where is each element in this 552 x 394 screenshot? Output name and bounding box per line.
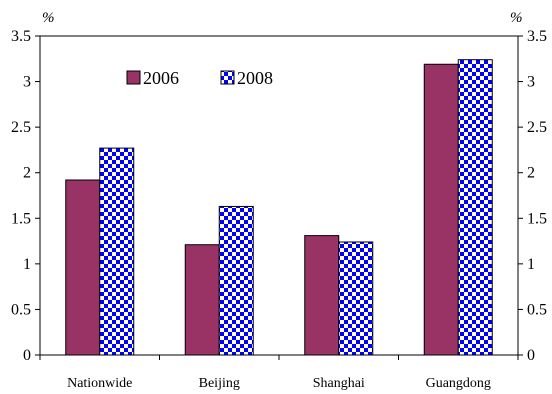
x-category-label: Beijing	[199, 376, 240, 391]
bar-2008-guangdong	[457, 59, 493, 356]
y-tick-label-right: 2.5	[527, 119, 547, 136]
bar-2006-beijing	[184, 244, 220, 356]
y-tick-label-left: 2	[23, 165, 31, 182]
bar-2006-nationwide	[65, 179, 101, 356]
bar-2008-beijing	[218, 205, 254, 356]
legend-label-2006: 2006	[143, 68, 179, 88]
legend: 2006 2008	[126, 68, 273, 88]
y-tick-label-left: 2.5	[11, 119, 31, 136]
y-tick-label-right: 1.5	[527, 210, 547, 227]
y-tick-label-right: 3	[527, 74, 535, 91]
x-category-label: Shanghai	[313, 376, 365, 391]
x-category-label: Nationwide	[67, 376, 132, 391]
y-tick-label-right: 0	[527, 347, 535, 364]
legend-swatch-2008	[220, 70, 235, 85]
y-tick-label-left: 0	[23, 347, 31, 364]
y-tick-label-right: 1	[527, 256, 535, 273]
bar-2006-shanghai	[304, 235, 340, 356]
y-tick-label-left: 3	[23, 74, 31, 91]
bars-layer	[65, 59, 493, 356]
y-tick-label-right: 2	[527, 165, 535, 182]
right-unit-label: %	[510, 10, 523, 26]
labels-layer: 0 0 0.5 0.5 1 1 1.5 1.5 2 2 2.5 2.5 3 3 3.5 3.5 Nationwi…	[11, 28, 547, 391]
y-tick-label-left: 1	[23, 256, 31, 273]
bar-2008-shanghai	[338, 241, 374, 356]
y-tick-label-right: 3.5	[527, 28, 547, 45]
bar-2006-guangdong	[423, 63, 459, 356]
y-tick-label-left: 1.5	[11, 210, 31, 227]
y-tick-label-left: 3.5	[11, 28, 31, 45]
x-category-label: Guangdong	[426, 376, 491, 391]
legend-swatch-2006	[126, 70, 141, 85]
y-tick-label-left: 0.5	[11, 301, 31, 318]
bar-2008-nationwide	[99, 147, 135, 356]
legend-label-2008: 2008	[237, 68, 273, 88]
axes-layer	[35, 35, 523, 360]
left-unit-label: %	[42, 10, 55, 26]
y-tick-label-right: 0.5	[527, 301, 547, 318]
